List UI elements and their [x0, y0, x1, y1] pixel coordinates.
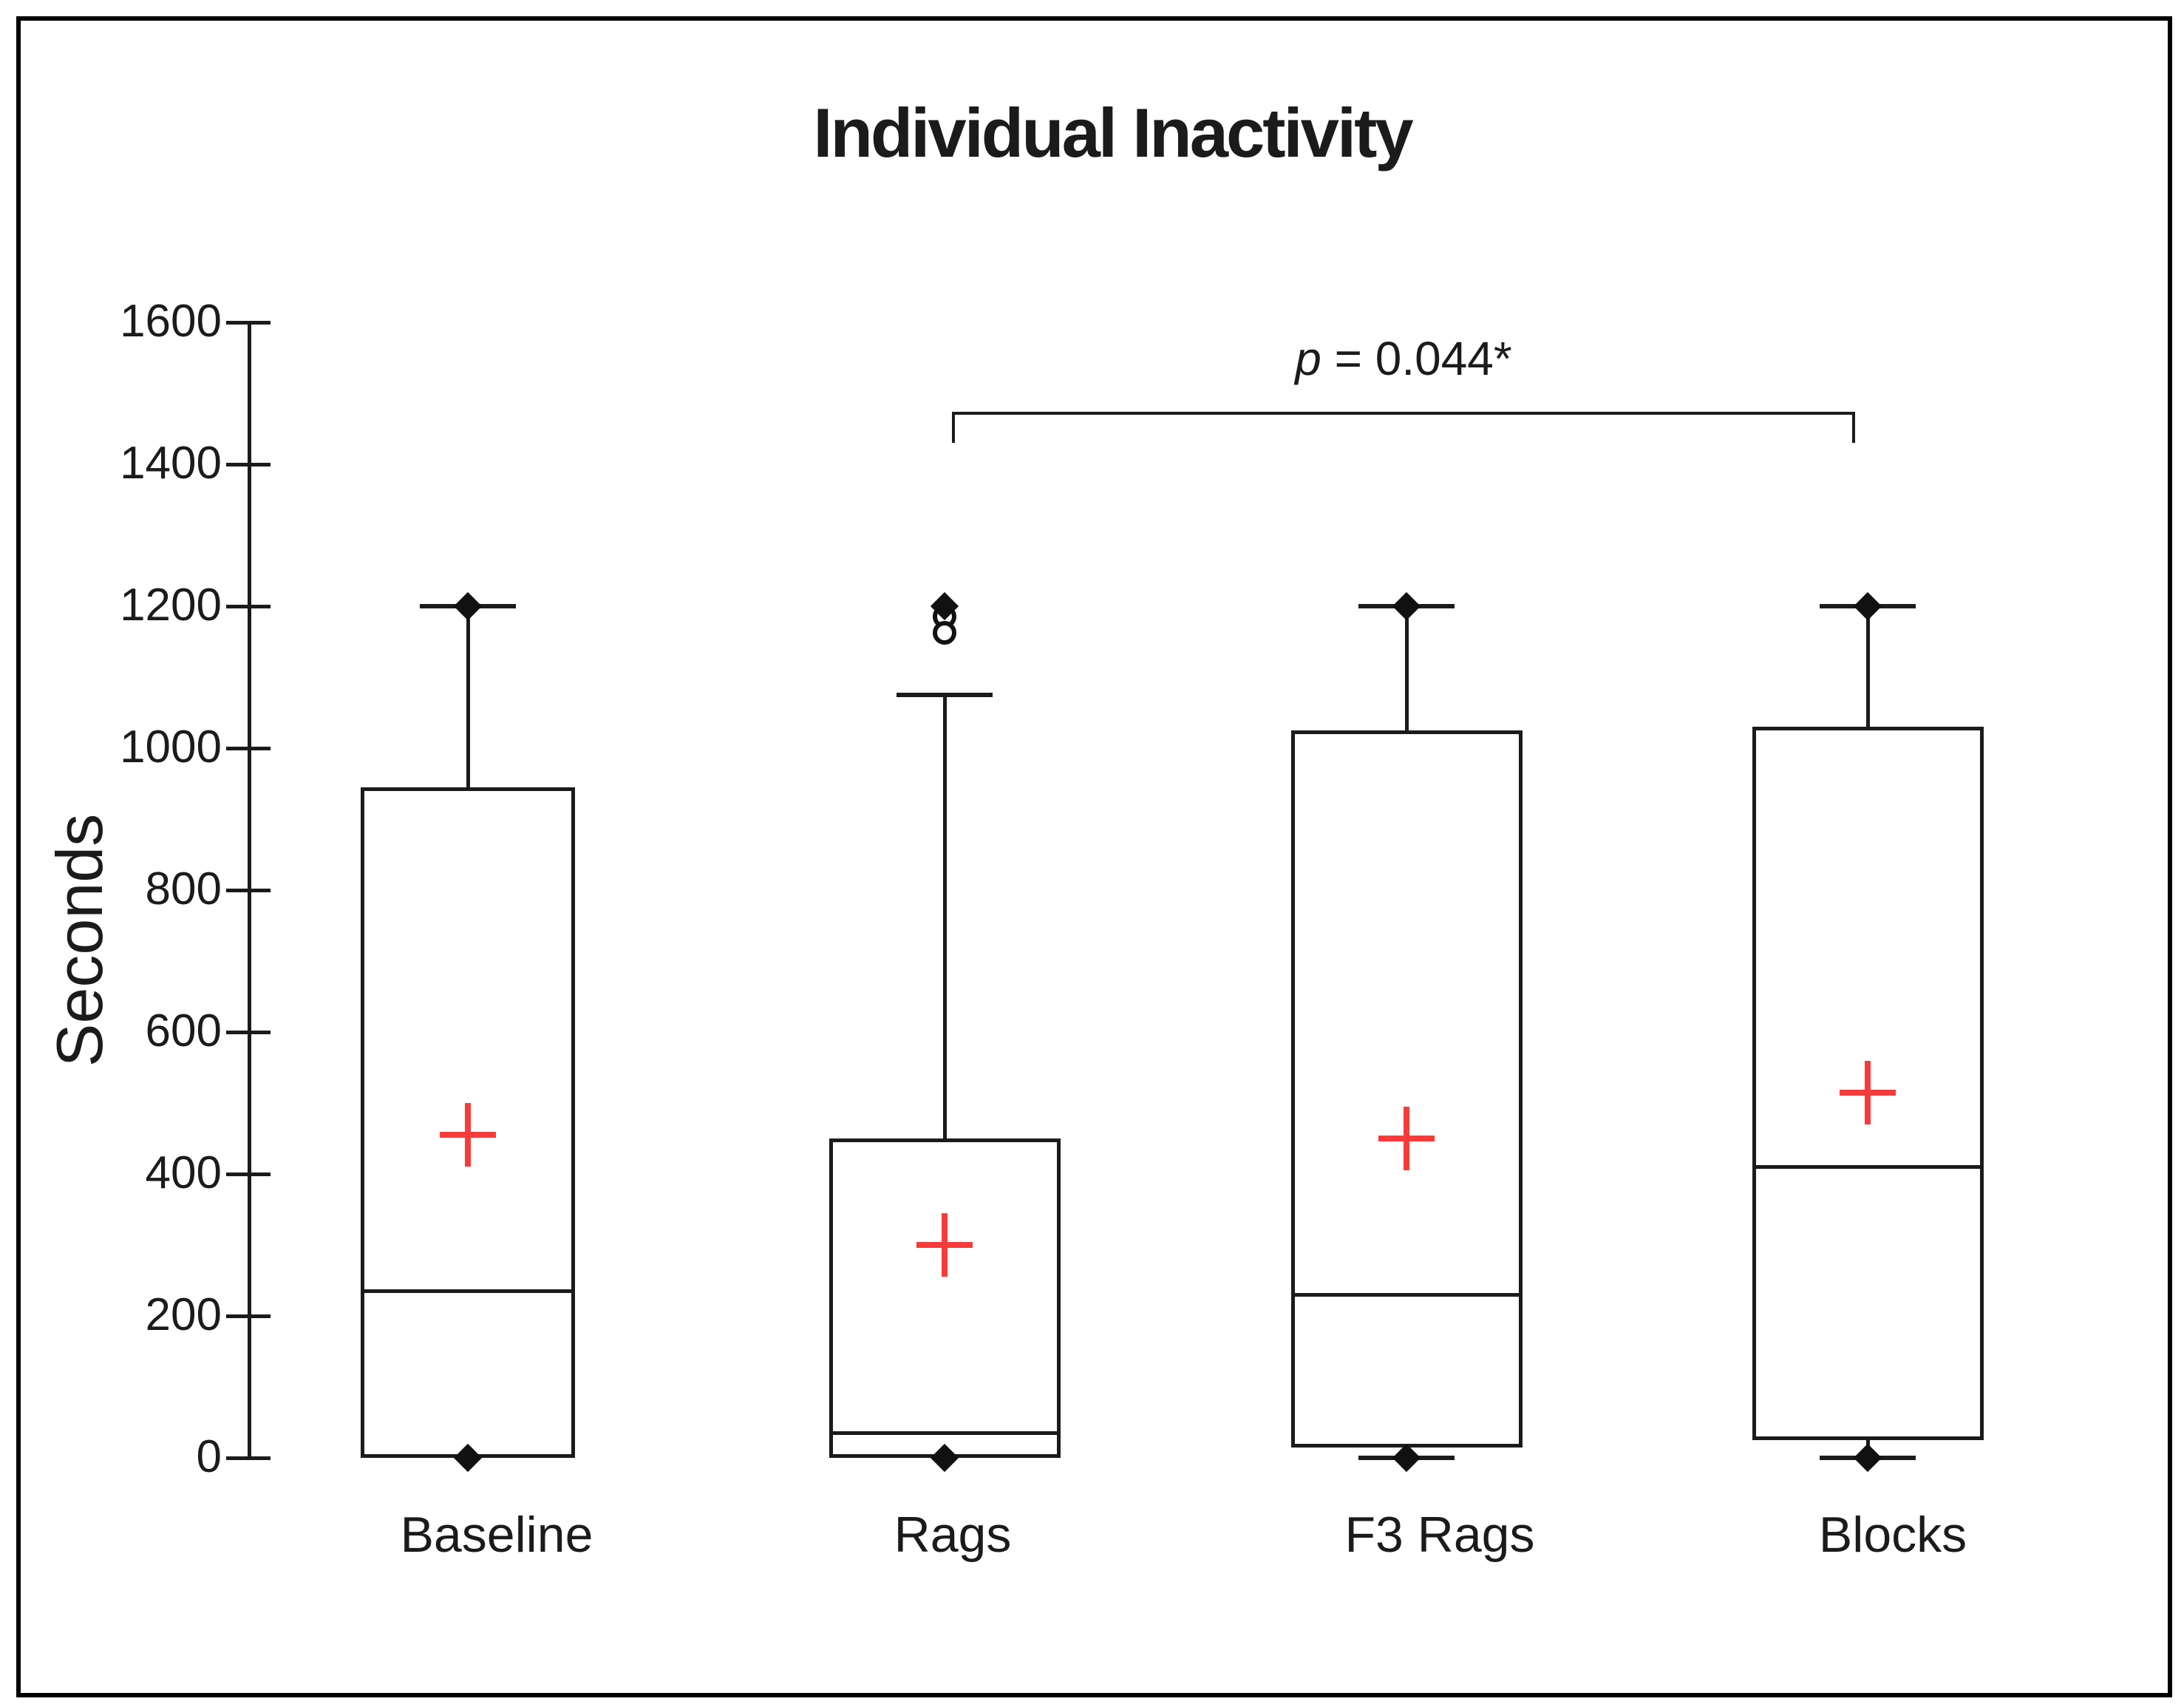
y-axis-tick: [226, 1314, 271, 1318]
outlier-circle: [933, 620, 956, 645]
figure-border: [16, 16, 2172, 1697]
y-axis-tick: [226, 605, 271, 608]
outlier-diamond: [1853, 1443, 1882, 1473]
box-rags: [829, 1138, 1061, 1458]
y-axis-tick: [226, 1172, 271, 1176]
mean-marker: [1378, 1136, 1435, 1141]
y-axis-tick: [226, 1456, 271, 1460]
category-label-f3-rags: F3 Rags: [1344, 1507, 1535, 1563]
median-line: [829, 1431, 1061, 1436]
whisker-upper-stem: [943, 695, 947, 1138]
category-label-rags: Rags: [894, 1507, 1012, 1563]
y-tick-label: 400: [145, 1147, 222, 1198]
p-value-text: = 0.044*: [1321, 332, 1512, 385]
mean-marker: [916, 1242, 973, 1248]
y-axis-tick: [226, 889, 271, 892]
whisker-upper-stem: [1405, 606, 1409, 730]
y-tick-label: 800: [145, 863, 222, 914]
y-axis-tick: [226, 463, 271, 466]
median-line: [1290, 1293, 1523, 1297]
whisker-upper-stem: [466, 606, 470, 787]
whisker-upper-stem: [1866, 606, 1870, 727]
significance-bracket-left-end: [952, 412, 955, 443]
outlier-diamond: [1853, 591, 1882, 621]
y-tick-label: 1200: [120, 580, 222, 631]
y-tick-label: 0: [196, 1431, 222, 1482]
y-axis-tick: [226, 321, 271, 325]
median-line: [361, 1289, 575, 1294]
p-symbol: p: [1295, 332, 1321, 385]
median-line: [1752, 1165, 1984, 1170]
outlier-diamond: [1392, 1443, 1421, 1473]
y-tick-label: 600: [145, 1005, 222, 1056]
category-label-baseline: Baseline: [400, 1507, 593, 1563]
outlier-diamond: [453, 591, 483, 621]
significance-bracket-right-end: [1852, 412, 1855, 443]
mean-marker: [440, 1132, 496, 1138]
chart-title: Individual Inactivity: [813, 94, 1413, 172]
significance-label: p = 0.044*: [1295, 331, 1512, 386]
significance-bracket-top: [952, 412, 1855, 415]
y-tick-label: 200: [145, 1289, 222, 1340]
whisker-upper-cap: [897, 693, 993, 697]
y-tick-label: 1400: [120, 438, 222, 489]
box-f3-rags: [1290, 730, 1523, 1448]
y-axis-tick: [226, 747, 271, 750]
y-tick-label: 1000: [120, 722, 222, 773]
outlier-diamond: [1392, 591, 1421, 621]
y-tick-label: 1600: [120, 296, 222, 347]
category-label-blocks: Blocks: [1818, 1507, 1967, 1563]
y-axis-tick: [226, 1031, 271, 1034]
mean-marker: [1840, 1089, 1896, 1096]
